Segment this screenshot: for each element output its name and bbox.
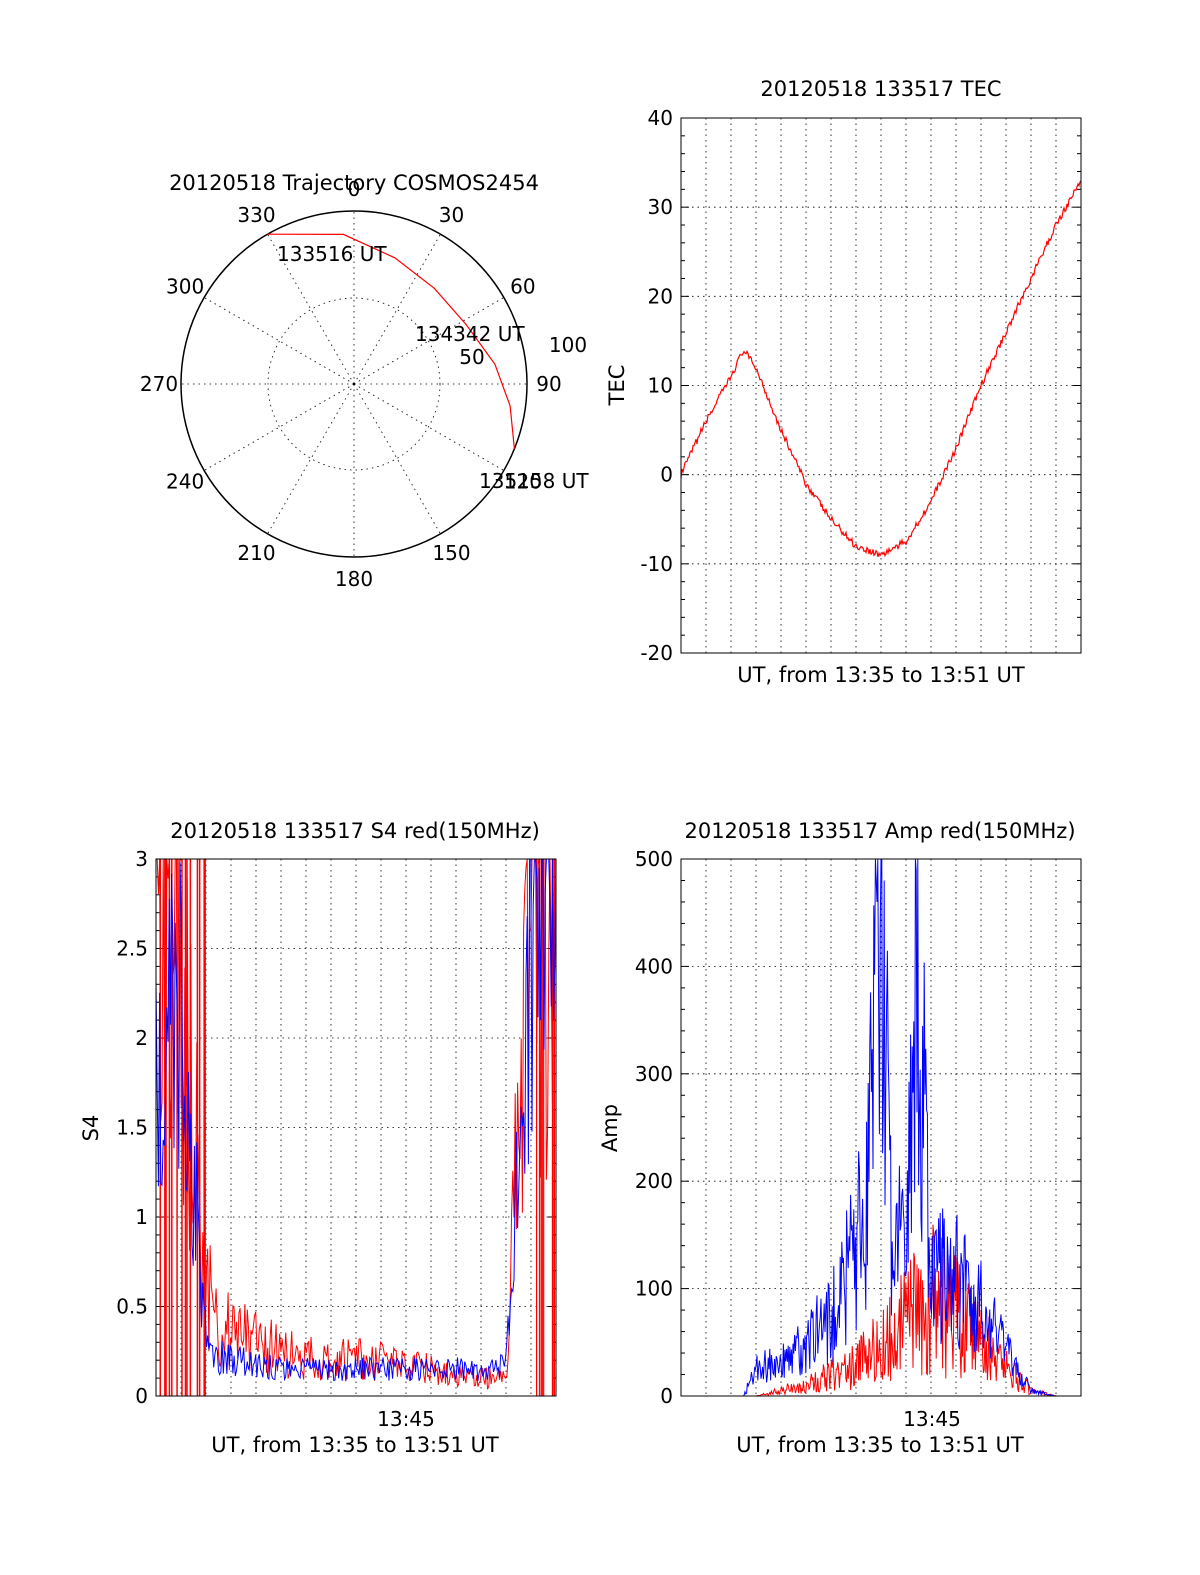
azimuth-label: 30	[439, 203, 464, 227]
s4-y-axis-label: S4	[79, 1115, 103, 1142]
polar-grid	[181, 211, 527, 557]
y-tick-label: 0	[660, 1384, 673, 1408]
y-tick-label: 100	[635, 1277, 673, 1301]
polar-spoke	[353, 297, 505, 385]
amp-plot-frame	[680, 858, 1082, 1397]
trajectory-end-label: 135158 UT	[479, 469, 589, 493]
y-tick-label: 40	[648, 106, 673, 130]
y-tick-label: 1.5	[116, 1116, 148, 1140]
polar-spoke	[203, 297, 355, 385]
amp-y-ticks: 0 100 200 300 400 500	[635, 847, 673, 1408]
tec-series-red	[680, 180, 1082, 558]
y-tick-label: 300	[635, 1062, 673, 1086]
y-tick-label: 400	[635, 954, 673, 978]
amp-y-axis-label: Amp	[598, 1104, 622, 1152]
s4-chart: 20120518 133517 S4 red(150MHz) 0 0.5 1 1.5 2…	[79, 819, 557, 1457]
trajectory-start-label: 133516 UT	[277, 242, 387, 266]
tec-y-ticks: -20 -10 0 10 20 30 40	[640, 106, 673, 665]
polar-labels: 0 30 60 90 120 150 180 210 240 270 300 330 50 100	[140, 177, 587, 591]
amp-series-red	[681, 858, 1081, 1397]
polar-chart-title: 20120518 Trajectory COSMOS2454	[169, 171, 539, 195]
amp-chart-title: 20120518 133517 Amp red(150MHz)	[684, 819, 1075, 843]
azimuth-label: 0	[348, 177, 361, 201]
y-tick-label: 20	[648, 284, 673, 308]
azimuth-label: 180	[335, 567, 373, 591]
y-tick-label: 3	[135, 847, 148, 871]
y-tick-label: 200	[635, 1169, 673, 1193]
polar-spoke	[203, 383, 355, 471]
s4-plot-frame	[155, 858, 557, 1397]
polar-chart: 20120518 Trajectory COSMOS2454 0 30 60 90 12…	[140, 171, 589, 591]
azimuth-label: 240	[166, 470, 204, 494]
azimuth-label: 150	[432, 541, 470, 565]
polar-spoke	[353, 383, 505, 471]
s4-red-trace	[156, 858, 556, 1390]
y-tick-label: -10	[640, 552, 673, 576]
tec-plot-frame	[680, 117, 1082, 654]
y-tick-label: 2	[135, 1026, 148, 1050]
polar-inner-ring	[267, 297, 441, 471]
amp-x-axis-label: UT, from 13:35 to 13:51 UT	[736, 1433, 1024, 1457]
amp-x-tick-label: 13:45	[903, 1407, 961, 1431]
y-tick-label: 10	[648, 374, 673, 398]
polar-outer-circle	[180, 210, 528, 558]
tec-grid	[681, 117, 1081, 654]
azimuth-label: 330	[237, 203, 275, 227]
tec-y-axis-label: TEC	[605, 365, 629, 407]
trajectory-mid-label: 134342 UT	[415, 322, 525, 346]
polar-spoke	[353, 383, 441, 535]
s4-blue-trace	[155, 858, 557, 1382]
azimuth-label: 120	[504, 470, 542, 494]
y-tick-label: 2.5	[116, 937, 148, 961]
y-tick-label: 0.5	[116, 1295, 148, 1319]
s4-x-tick-label: 13:45	[377, 1407, 435, 1431]
s4-x-axis-label: UT, from 13:35 to 13:51 UT	[211, 1433, 499, 1457]
y-tick-label: 0	[135, 1384, 148, 1408]
azimuth-label: 300	[166, 275, 204, 299]
s4-y-ticks: 0 0.5 1 1.5 2 2.5 3	[116, 847, 148, 1408]
tec-chart-title: 20120518 133517 TEC	[760, 77, 1001, 101]
y-tick-label: 1	[135, 1205, 148, 1229]
y-tick-label: 30	[648, 195, 673, 219]
polar-spoke	[353, 233, 441, 385]
s4-grid	[156, 858, 556, 1397]
azimuth-label: 270	[140, 372, 178, 396]
azimuth-label: 210	[237, 541, 275, 565]
radial-label: 50	[459, 345, 484, 369]
tec-chart: 20120518 133517 TEC -20 -10 0 10 20 30 40 UT, …	[605, 77, 1082, 687]
polar-spoke	[267, 233, 355, 385]
radial-label: 100	[549, 333, 587, 357]
trajectory-line	[267, 233, 515, 449]
amp-red-trace	[681, 858, 1081, 1397]
amp-chart: 20120518 133517 Amp red(150MHz) 0 100 200 3…	[598, 819, 1082, 1457]
s4-chart-title: 20120518 133517 S4 red(150MHz)	[170, 819, 540, 843]
y-tick-label: 0	[660, 463, 673, 487]
azimuth-label: 60	[510, 275, 535, 299]
polar-spoke	[267, 383, 355, 535]
s4-series-red	[156, 858, 556, 1396]
y-tick-label: 500	[635, 847, 673, 871]
amp-grid	[681, 858, 1081, 1397]
azimuth-label: 90	[536, 372, 561, 396]
y-tick-label: -20	[640, 641, 673, 665]
tec-x-axis-label: UT, from 13:35 to 13:51 UT	[737, 663, 1025, 687]
s4-series-blue	[155, 858, 557, 1382]
